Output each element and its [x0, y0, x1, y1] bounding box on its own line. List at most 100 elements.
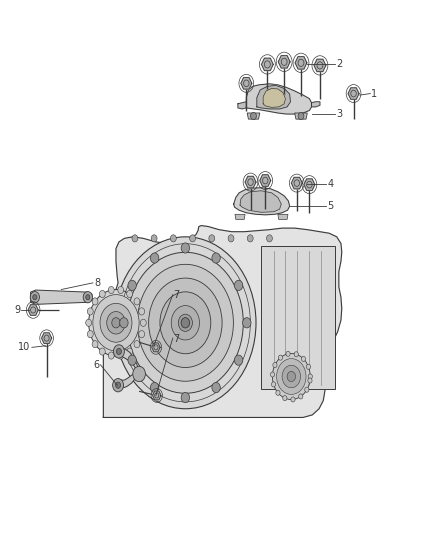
Circle shape: [92, 298, 98, 305]
Circle shape: [87, 330, 93, 338]
Circle shape: [118, 286, 124, 294]
Circle shape: [279, 355, 283, 360]
Circle shape: [100, 303, 132, 342]
Polygon shape: [247, 113, 260, 119]
Circle shape: [251, 112, 256, 119]
Text: 8: 8: [94, 278, 100, 288]
Circle shape: [234, 355, 243, 365]
Circle shape: [150, 383, 159, 393]
Polygon shape: [304, 179, 315, 190]
Circle shape: [234, 280, 243, 290]
Circle shape: [270, 372, 275, 377]
Circle shape: [301, 357, 306, 361]
Polygon shape: [246, 84, 311, 114]
Circle shape: [291, 397, 295, 402]
Circle shape: [181, 243, 190, 253]
Circle shape: [139, 308, 145, 315]
Polygon shape: [28, 305, 38, 316]
Text: 9: 9: [14, 305, 21, 315]
Circle shape: [305, 387, 309, 392]
Circle shape: [298, 112, 304, 119]
Circle shape: [170, 235, 176, 242]
Circle shape: [127, 252, 243, 393]
Circle shape: [107, 311, 125, 334]
Circle shape: [178, 314, 192, 332]
Polygon shape: [260, 175, 271, 187]
Polygon shape: [278, 55, 290, 68]
Circle shape: [83, 292, 92, 303]
Polygon shape: [263, 88, 286, 107]
Text: 1: 1: [371, 88, 378, 99]
Circle shape: [115, 237, 256, 409]
Polygon shape: [311, 102, 320, 107]
Circle shape: [99, 348, 105, 355]
Circle shape: [266, 235, 272, 242]
Polygon shape: [257, 85, 290, 109]
Circle shape: [247, 235, 253, 242]
Circle shape: [86, 295, 90, 300]
Circle shape: [282, 365, 300, 388]
Circle shape: [212, 253, 220, 263]
Circle shape: [171, 305, 199, 340]
Circle shape: [87, 308, 93, 315]
Text: 3: 3: [336, 109, 342, 119]
Circle shape: [190, 235, 195, 242]
Polygon shape: [241, 78, 252, 89]
Circle shape: [181, 392, 190, 403]
Polygon shape: [103, 225, 342, 417]
Circle shape: [212, 383, 220, 393]
FancyBboxPatch shape: [261, 246, 335, 389]
Circle shape: [209, 235, 215, 242]
Circle shape: [181, 318, 190, 328]
Circle shape: [299, 394, 303, 399]
Circle shape: [88, 289, 143, 356]
Polygon shape: [278, 214, 288, 220]
Circle shape: [113, 378, 124, 392]
Polygon shape: [291, 177, 302, 189]
Circle shape: [287, 372, 296, 382]
Circle shape: [286, 351, 290, 357]
Circle shape: [133, 366, 145, 382]
Circle shape: [134, 341, 140, 348]
Circle shape: [272, 382, 276, 387]
Polygon shape: [31, 290, 92, 304]
Circle shape: [308, 378, 312, 383]
Text: 7: 7: [173, 334, 180, 344]
Polygon shape: [119, 349, 142, 378]
Polygon shape: [238, 102, 246, 109]
Text: 6: 6: [93, 360, 99, 370]
Circle shape: [276, 390, 280, 395]
Circle shape: [140, 319, 146, 326]
Polygon shape: [295, 56, 307, 69]
Circle shape: [283, 395, 287, 401]
Text: 2: 2: [336, 59, 342, 69]
Circle shape: [151, 235, 157, 242]
Circle shape: [306, 364, 311, 369]
Circle shape: [127, 290, 133, 297]
Circle shape: [33, 295, 37, 300]
Circle shape: [118, 352, 124, 359]
Circle shape: [148, 278, 222, 367]
Circle shape: [139, 330, 145, 338]
Circle shape: [273, 362, 277, 368]
Circle shape: [128, 355, 136, 365]
Circle shape: [277, 359, 306, 394]
Circle shape: [294, 352, 298, 357]
Circle shape: [116, 382, 120, 388]
Text: 4: 4: [328, 179, 334, 189]
Circle shape: [132, 235, 138, 242]
Polygon shape: [234, 188, 290, 215]
Circle shape: [308, 374, 312, 379]
Circle shape: [150, 253, 159, 263]
Polygon shape: [152, 391, 161, 400]
Circle shape: [92, 341, 98, 348]
Circle shape: [30, 292, 39, 303]
Circle shape: [108, 286, 114, 294]
Polygon shape: [235, 214, 245, 220]
Polygon shape: [42, 333, 52, 343]
Circle shape: [86, 319, 92, 326]
Circle shape: [117, 349, 121, 354]
Circle shape: [272, 353, 310, 400]
Polygon shape: [314, 59, 326, 71]
Polygon shape: [348, 88, 359, 99]
